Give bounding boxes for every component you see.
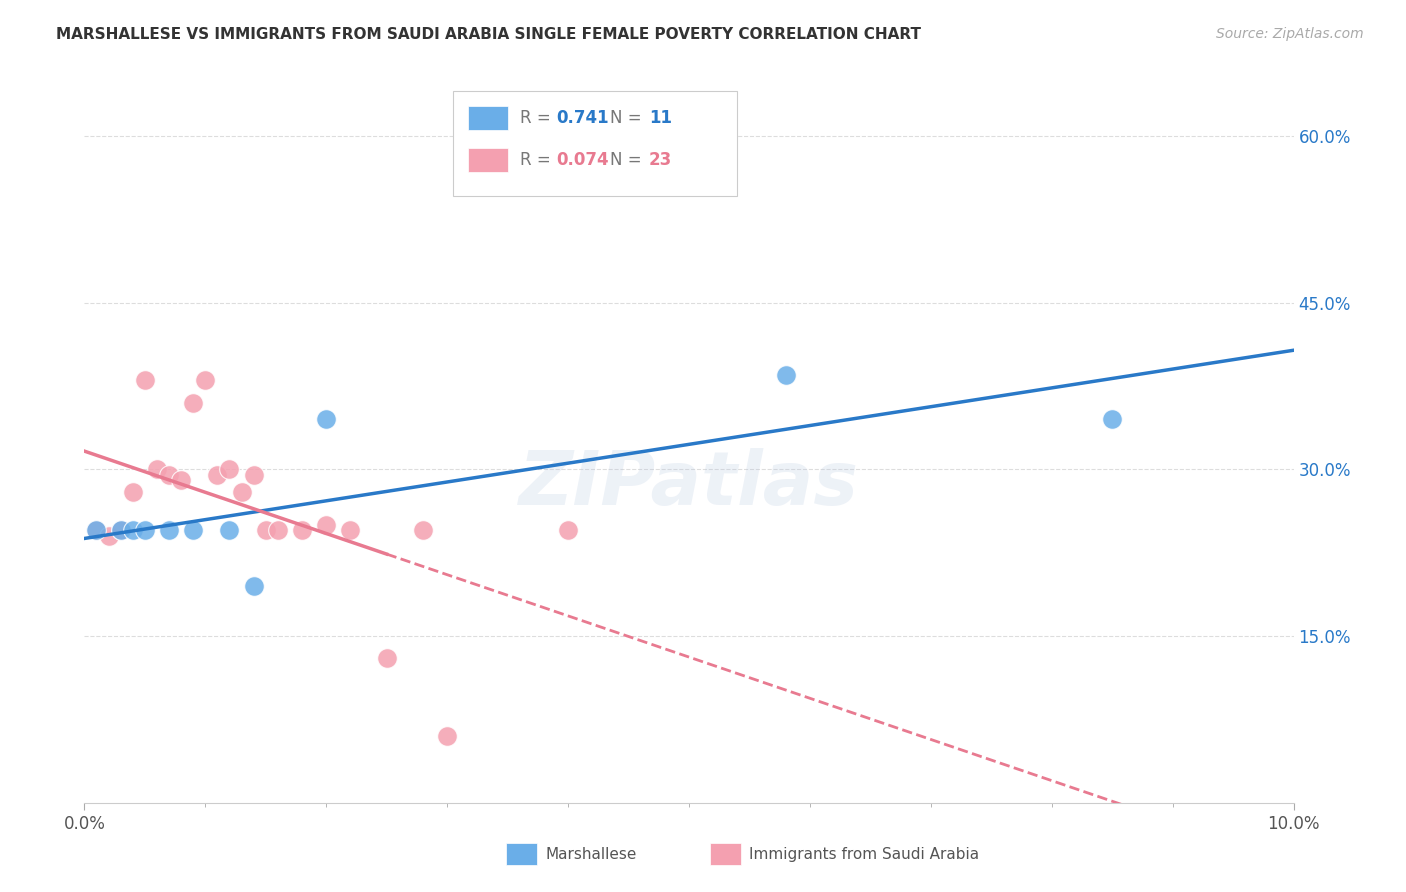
Point xyxy=(254,524,277,538)
Point xyxy=(231,484,253,499)
Point xyxy=(339,524,361,538)
Point xyxy=(218,524,240,538)
Text: N =: N = xyxy=(610,109,647,127)
Point xyxy=(134,373,156,387)
Point xyxy=(194,373,217,387)
Text: 0.741: 0.741 xyxy=(555,109,609,127)
Text: ZIPatlas: ZIPatlas xyxy=(519,449,859,522)
Point xyxy=(146,462,169,476)
Point xyxy=(157,524,180,538)
Text: R =: R = xyxy=(520,151,555,169)
Point xyxy=(97,529,120,543)
Point xyxy=(110,524,132,538)
Point xyxy=(242,467,264,482)
Text: Marshallese: Marshallese xyxy=(546,847,637,862)
FancyBboxPatch shape xyxy=(506,843,537,865)
Text: 23: 23 xyxy=(650,151,672,169)
Text: N =: N = xyxy=(610,151,647,169)
Text: 11: 11 xyxy=(650,109,672,127)
Text: R =: R = xyxy=(520,109,555,127)
FancyBboxPatch shape xyxy=(453,91,737,196)
Point xyxy=(121,484,143,499)
Point xyxy=(121,524,143,538)
Text: Immigrants from Saudi Arabia: Immigrants from Saudi Arabia xyxy=(749,847,980,862)
Point xyxy=(315,412,337,426)
Point xyxy=(267,524,290,538)
Point xyxy=(315,517,337,532)
Point xyxy=(412,524,434,538)
Text: MARSHALLESE VS IMMIGRANTS FROM SAUDI ARABIA SINGLE FEMALE POVERTY CORRELATION CH: MARSHALLESE VS IMMIGRANTS FROM SAUDI ARA… xyxy=(56,27,921,42)
Point xyxy=(207,467,229,482)
Point xyxy=(86,524,108,538)
FancyBboxPatch shape xyxy=(468,106,508,130)
Point xyxy=(775,368,797,382)
Point xyxy=(291,524,314,538)
Point xyxy=(375,651,398,665)
Point xyxy=(242,579,264,593)
Point xyxy=(181,524,204,538)
Point xyxy=(134,524,156,538)
Point xyxy=(436,729,458,743)
Point xyxy=(1101,412,1123,426)
Text: Source: ZipAtlas.com: Source: ZipAtlas.com xyxy=(1216,27,1364,41)
Text: 0.074: 0.074 xyxy=(555,151,609,169)
Point xyxy=(110,524,132,538)
Point xyxy=(157,467,180,482)
Point xyxy=(218,462,240,476)
Point xyxy=(86,524,108,538)
FancyBboxPatch shape xyxy=(468,148,508,172)
Point xyxy=(181,395,204,409)
Point xyxy=(557,524,579,538)
FancyBboxPatch shape xyxy=(710,843,741,865)
Point xyxy=(170,474,193,488)
